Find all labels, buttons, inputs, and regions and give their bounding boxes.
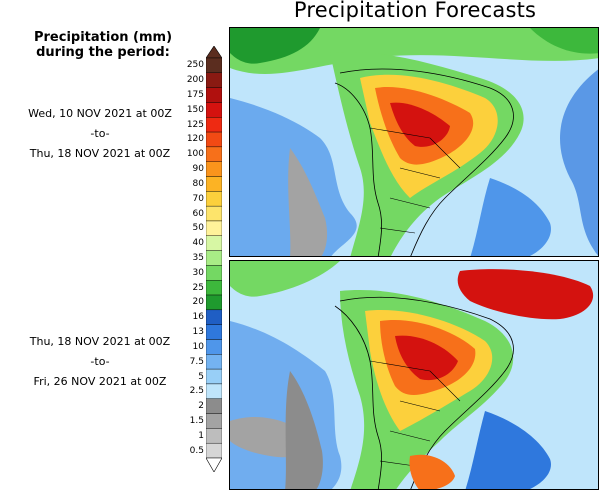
colorbar-tick-label: 150: [186, 104, 204, 115]
period-1: Wed, 10 NOV 2021 at 00Z -to- Thu, 18 NOV…: [0, 104, 200, 164]
map-period-1: [229, 27, 599, 257]
colorbar-tick-label: 120: [186, 134, 204, 145]
period-1-end: Thu, 18 NOV 2021 at 00Z: [29, 147, 171, 160]
legend-title-line1: Precipitation (mm): [33, 30, 173, 45]
colorbar-swatch: [206, 442, 222, 459]
colorbar-swatch: [206, 146, 222, 162]
colorbar: 250 200 175 150 125 120 100 90 80 70 60 50 40 35 30 25 2…: [180, 46, 226, 476]
colorbar-arrow-top: [206, 46, 222, 59]
coastline-west: [334, 305, 383, 489]
coastline-east: [339, 68, 514, 256]
colorbar-swatch: [206, 117, 222, 133]
colorbar-swatch: [206, 265, 222, 281]
colorbar-swatch: [206, 102, 222, 118]
colorbar-swatch: [206, 205, 222, 222]
precip-red-core: [390, 102, 450, 147]
colorbar-tick-label: 5: [198, 371, 204, 382]
legend-title: Precipitation (mm) during the period:: [0, 30, 206, 60]
colorbar-swatch: [206, 72, 222, 88]
colorbar-swatch: [206, 161, 222, 177]
coastline-west: [334, 82, 383, 256]
period-1-separator: -to-: [90, 127, 110, 140]
precip-north-band: [230, 28, 598, 74]
colorbar-swatch: [206, 324, 222, 340]
colorbar-tick-label: 35: [192, 253, 204, 263]
colorbar-swatch: [206, 368, 222, 385]
colorbar-tick-label: 80: [192, 178, 204, 189]
colorbar-swatch: [206, 220, 222, 236]
precip-red-core: [395, 335, 458, 381]
colorbar-swatch: [206, 191, 222, 207]
period-2-separator: -to-: [90, 355, 110, 368]
colorbar-tick-label: 125: [186, 119, 204, 130]
colorbar-tick-label: 50: [192, 223, 204, 234]
colorbar-tick-label: 10: [192, 341, 204, 352]
precip-south-orange: [409, 454, 455, 489]
ocean-band-east: [560, 69, 598, 256]
colorbar-tick-label: 30: [192, 267, 204, 278]
map-2-canvas: [230, 261, 598, 489]
precip-atlantic-red: [457, 269, 594, 320]
dry-zone-gray: [288, 148, 328, 256]
legend-title-line2: during the period:: [36, 45, 170, 60]
coastline-east: [339, 296, 514, 489]
colorbar-tick-label: 40: [192, 238, 204, 249]
colorbar-scale: [206, 46, 222, 472]
colorbar-swatch: [206, 339, 222, 355]
colorbar-tick-label: 2: [198, 401, 204, 412]
colorbar-swatch: [206, 383, 222, 399]
period-2: Thu, 18 NOV 2021 at 00Z -to- Fri, 26 NOV…: [0, 332, 200, 392]
precip-caribbean: [230, 28, 320, 64]
colorbar-swatch: [206, 235, 222, 251]
colorbar-tick-label: 1: [198, 430, 204, 441]
map-1-canvas: [230, 28, 598, 256]
colorbar-swatch: [206, 250, 222, 266]
colorbar-tick-label: 250: [186, 60, 204, 71]
colorbar-tick-label: 25: [192, 282, 204, 293]
country-borders: [369, 360, 461, 467]
colorbar-swatch: [206, 280, 222, 296]
dry-zone-gray: [285, 371, 323, 489]
period-2-end: Fri, 26 NOV 2021 at 00Z: [33, 375, 167, 388]
colorbar-swatch: [206, 428, 222, 444]
precip-south-atlantic: [465, 411, 551, 489]
period-2-start: Thu, 18 NOV 2021 at 00Z: [29, 335, 171, 348]
colorbar-tick-label: 100: [186, 149, 204, 160]
period-1-start: Wed, 10 NOV 2021 at 00Z: [28, 107, 172, 120]
colorbar-tick-label: 90: [192, 164, 204, 175]
colorbar-swatch: [206, 57, 222, 74]
country-borders: [369, 127, 461, 234]
colorbar-tick-label: 1.5: [189, 415, 204, 426]
colorbar-swatch: [206, 131, 222, 148]
precip-south-atlantic: [470, 178, 551, 256]
colorbar-tick-label: 60: [192, 208, 204, 219]
colorbar-tick-label: 16: [192, 312, 204, 323]
colorbar-tick-label: 0.5: [189, 445, 204, 456]
colorbar-tick-label: 13: [192, 327, 204, 338]
colorbar-tick-label: 20: [192, 297, 204, 308]
colorbar-swatch: [206, 398, 222, 414]
precip-caribbean: [230, 261, 340, 297]
precip-atlantic-band: [530, 28, 598, 54]
colorbar-swatch: [206, 87, 222, 103]
map-period-2: [229, 260, 599, 490]
colorbar-swatch: [206, 294, 222, 311]
colorbar-tick-label: 175: [186, 90, 204, 101]
colorbar-tick-label: 2.5: [189, 386, 204, 397]
colorbar-swatch: [206, 309, 222, 325]
colorbar-tick-label: 200: [186, 75, 204, 86]
colorbar-tick-label: 7.5: [189, 356, 204, 367]
colorbar-arrow-bottom: [206, 457, 222, 472]
colorbar-swatch: [206, 354, 222, 370]
colorbar-swatch: [206, 176, 222, 192]
page-title: Precipitation Forecasts: [293, 0, 537, 22]
colorbar-tick-label: 70: [192, 193, 204, 204]
colorbar-swatch: [206, 413, 222, 429]
